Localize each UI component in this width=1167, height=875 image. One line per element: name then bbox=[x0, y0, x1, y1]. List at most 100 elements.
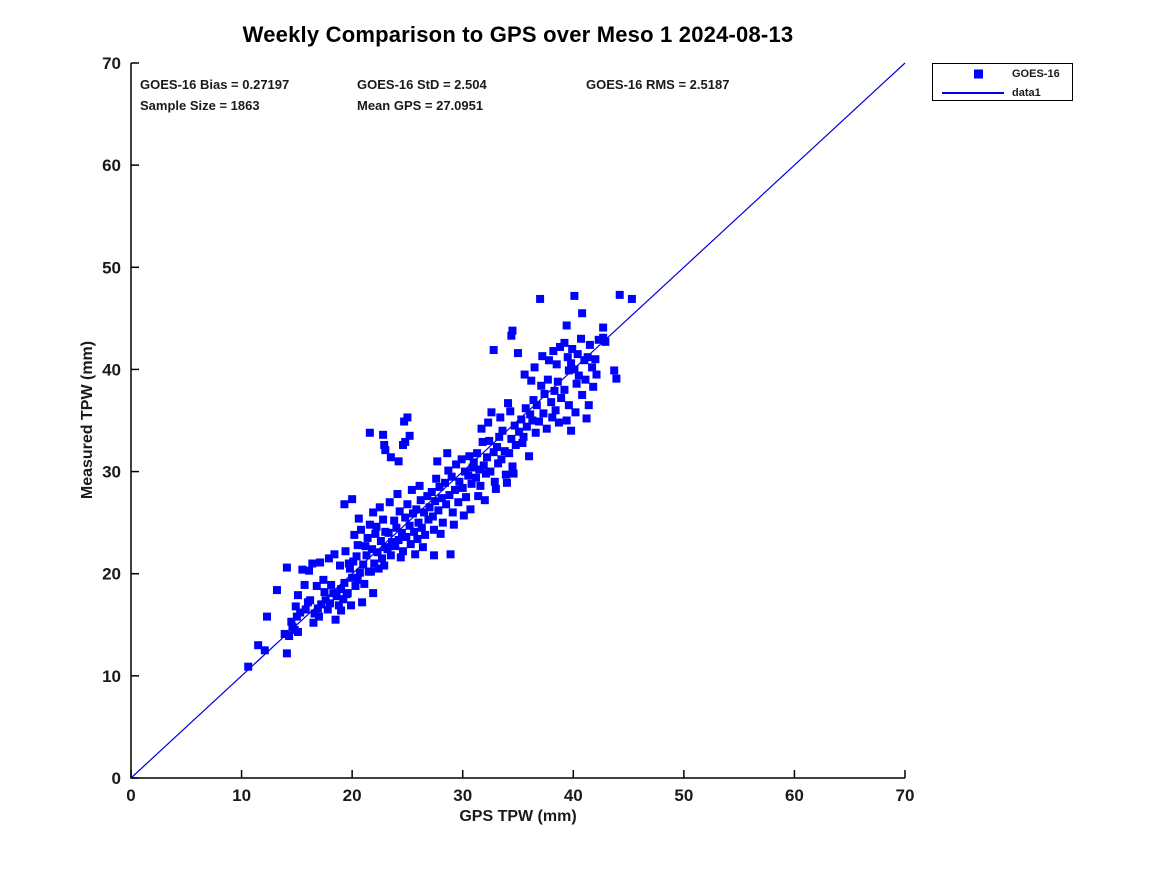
data-point bbox=[396, 553, 405, 562]
data-point bbox=[498, 426, 507, 435]
data-point bbox=[478, 437, 487, 446]
data-point bbox=[421, 530, 430, 539]
data-point bbox=[397, 528, 406, 537]
data-point bbox=[365, 428, 374, 437]
data-point bbox=[538, 352, 547, 361]
data-point bbox=[502, 478, 511, 487]
data-point bbox=[369, 589, 378, 598]
x-tick-label: 0 bbox=[126, 786, 135, 805]
data-point bbox=[599, 323, 608, 332]
data-point bbox=[272, 586, 281, 595]
data-point bbox=[285, 632, 294, 641]
data-point bbox=[393, 490, 402, 499]
data-point bbox=[522, 422, 531, 431]
data-point bbox=[263, 612, 272, 621]
data-point bbox=[369, 508, 378, 517]
data-point bbox=[562, 321, 571, 330]
data-point bbox=[578, 309, 587, 318]
data-point bbox=[348, 495, 357, 504]
data-point bbox=[358, 598, 367, 607]
y-tick-label: 0 bbox=[112, 769, 121, 788]
data-point bbox=[412, 505, 421, 514]
data-point bbox=[293, 591, 302, 600]
data-point bbox=[564, 366, 573, 375]
data-point bbox=[341, 547, 350, 556]
data-point bbox=[433, 457, 442, 466]
data-point bbox=[548, 413, 557, 422]
data-point bbox=[340, 578, 349, 587]
data-point bbox=[361, 542, 370, 551]
data-point bbox=[399, 547, 408, 556]
scatter-points bbox=[244, 290, 636, 671]
data-point bbox=[515, 427, 524, 436]
data-point bbox=[345, 564, 354, 573]
data-point bbox=[424, 515, 433, 524]
data-point bbox=[354, 514, 363, 523]
y-tick-label: 40 bbox=[102, 360, 121, 379]
y-tick-label: 10 bbox=[102, 667, 121, 686]
data-point bbox=[471, 473, 480, 482]
data-point bbox=[403, 413, 412, 422]
data-point bbox=[374, 564, 383, 573]
data-point bbox=[376, 537, 385, 546]
data-point bbox=[394, 536, 403, 545]
data-point bbox=[563, 353, 572, 362]
data-point bbox=[423, 492, 432, 501]
data-point bbox=[415, 481, 424, 490]
data-point bbox=[455, 477, 464, 486]
data-point bbox=[573, 350, 582, 359]
data-point bbox=[570, 365, 579, 374]
data-point bbox=[537, 381, 546, 390]
data-point bbox=[260, 646, 269, 655]
data-point bbox=[510, 421, 519, 430]
data-point bbox=[380, 561, 389, 570]
data-point bbox=[536, 294, 545, 303]
data-point bbox=[583, 353, 592, 362]
data-point bbox=[335, 561, 344, 570]
legend-label: data1 bbox=[1012, 86, 1041, 99]
chart-title: Weekly Comparison to GPS over Meso 1 202… bbox=[242, 22, 794, 47]
data-point bbox=[584, 401, 593, 410]
data-point bbox=[290, 625, 299, 634]
data-point bbox=[549, 347, 558, 356]
data-point bbox=[310, 609, 319, 618]
data-point bbox=[554, 418, 563, 427]
data-point bbox=[280, 629, 289, 638]
data-point bbox=[344, 559, 353, 568]
data-point bbox=[348, 573, 357, 582]
data-point bbox=[578, 390, 587, 399]
data-point bbox=[356, 525, 365, 534]
data-point bbox=[449, 520, 458, 529]
data-point bbox=[319, 575, 328, 584]
data-point bbox=[556, 342, 565, 351]
data-point bbox=[508, 326, 517, 335]
data-point bbox=[428, 512, 437, 521]
data-point bbox=[405, 521, 414, 530]
data-point bbox=[385, 498, 394, 507]
data-point bbox=[431, 497, 440, 506]
x-tick-label: 60 bbox=[785, 786, 804, 805]
data-point bbox=[519, 432, 528, 441]
data-point bbox=[484, 418, 493, 427]
data-point bbox=[435, 482, 444, 491]
data-point bbox=[585, 340, 594, 349]
data-point bbox=[467, 479, 476, 488]
data-point bbox=[447, 472, 456, 481]
stat-std: GOES-16 StD = 2.504 bbox=[357, 77, 487, 92]
data-point bbox=[351, 581, 360, 590]
data-point bbox=[594, 335, 603, 344]
data-point bbox=[401, 437, 410, 446]
data-point bbox=[476, 481, 485, 490]
data-point bbox=[492, 443, 501, 452]
y-tick-label: 30 bbox=[102, 463, 121, 482]
data-point bbox=[525, 452, 534, 461]
data-point bbox=[457, 455, 466, 464]
data-point bbox=[394, 457, 403, 466]
data-point bbox=[343, 589, 352, 598]
data-point bbox=[501, 470, 510, 479]
data-point bbox=[507, 434, 516, 443]
data-point bbox=[340, 500, 349, 509]
data-point bbox=[442, 500, 451, 509]
data-point bbox=[408, 509, 417, 518]
